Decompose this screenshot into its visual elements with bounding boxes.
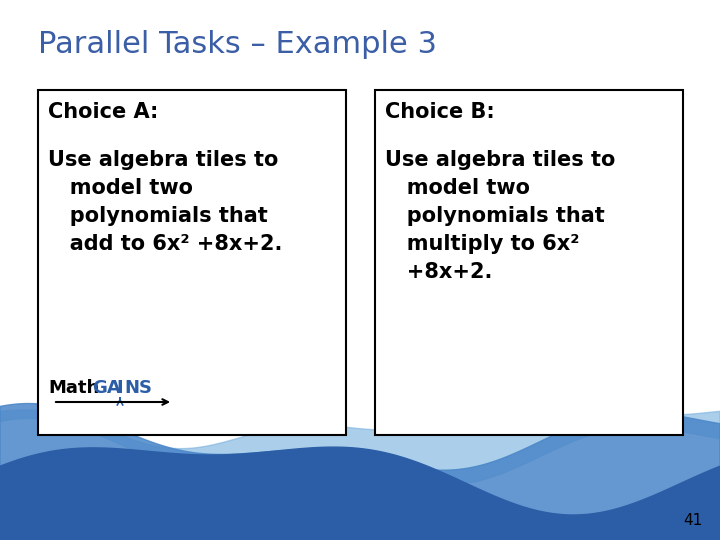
Text: Choice B:: Choice B:: [385, 102, 495, 122]
Text: Use algebra tiles to: Use algebra tiles to: [385, 150, 616, 170]
Text: multiply to 6x²: multiply to 6x²: [385, 234, 580, 254]
Text: +8x+2.: +8x+2.: [385, 262, 492, 282]
Text: GA: GA: [92, 379, 121, 397]
Text: polynomials that: polynomials that: [385, 206, 605, 226]
Text: model two: model two: [385, 178, 530, 198]
Text: model two: model two: [48, 178, 193, 198]
Text: Parallel Tasks – Example 3: Parallel Tasks – Example 3: [38, 30, 437, 59]
Text: Math: Math: [48, 379, 99, 397]
FancyBboxPatch shape: [38, 90, 346, 435]
Text: I: I: [116, 379, 122, 397]
Text: 41: 41: [684, 513, 703, 528]
Text: NS: NS: [124, 379, 152, 397]
FancyBboxPatch shape: [375, 90, 683, 435]
Text: polynomials that: polynomials that: [48, 206, 268, 226]
Text: Use algebra tiles to: Use algebra tiles to: [48, 150, 279, 170]
Text: Choice A:: Choice A:: [48, 102, 158, 122]
Text: add to 6x² +8x+2.: add to 6x² +8x+2.: [48, 234, 282, 254]
